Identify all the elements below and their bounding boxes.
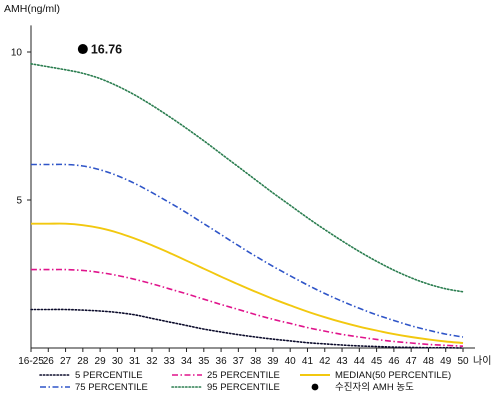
series-line-95-percentile — [30, 63, 464, 293]
legend-label: 25 PERCENTILE — [207, 370, 280, 381]
legend-label: MEDIAN(50 PERCENTILE) — [335, 370, 451, 381]
x-tick-label: 38 — [250, 356, 262, 367]
x-tick-label: 48 — [423, 356, 435, 367]
y-tick-label: 10 — [11, 48, 23, 59]
x-tick-label: 29 — [95, 356, 107, 367]
x-tick-label: 49 — [440, 356, 452, 367]
x-tick-label: 46 — [388, 356, 400, 367]
x-tick-label: 34 — [181, 356, 193, 367]
x-tick-label: 26 — [43, 356, 55, 367]
x-tick-label: 27 — [60, 356, 72, 367]
x-axis-label: 나이 — [473, 355, 491, 367]
x-tick-label: 44 — [354, 356, 366, 367]
x-tick-label: 16-25 — [18, 356, 44, 367]
x-tick-label: 41 — [302, 356, 314, 367]
y-axis-label: AMH(ng/ml) — [4, 3, 60, 15]
y-tick-label: 5 — [16, 196, 22, 207]
legend-label: 95 PERCENTILE — [207, 382, 280, 393]
x-tick-label: 31 — [129, 356, 141, 367]
x-tick-label: 30 — [112, 356, 124, 367]
legend-label: 75 PERCENTILE — [75, 382, 148, 393]
x-tick-label: 33 — [164, 356, 176, 367]
x-tick-label: 39 — [267, 356, 279, 367]
x-tick-label: 47 — [406, 356, 418, 367]
legend-marker-label: 수진자의 AMH 농도 — [335, 382, 414, 393]
x-tick-label: 50 — [457, 356, 469, 367]
series-layer — [30, 63, 464, 349]
legend-label: 5 PERCENTILE — [75, 370, 143, 381]
series-line-75-percentile — [31, 163, 464, 338]
legend: 5 PERCENTILE 25 PERCENTILE MEDIAN(50 PERCE… — [39, 370, 451, 393]
patient-amh-value-label: 16.76 — [91, 43, 122, 57]
x-tick-label: 43 — [336, 356, 348, 367]
marker-layer: 16.76 — [77, 43, 122, 57]
legend-marker-swatch — [311, 383, 319, 391]
x-tick-label: 32 — [146, 356, 158, 367]
x-tick-label: 36 — [216, 356, 228, 367]
x-tick-label: 40 — [285, 356, 297, 367]
x-tick-label: 28 — [77, 356, 89, 367]
series-line-25-percentile — [31, 268, 464, 347]
x-tick-label: 42 — [319, 356, 331, 367]
x-tick-label: 45 — [371, 356, 383, 367]
series-line-5-percentile — [30, 308, 464, 349]
series-line-median-50-percentile — [30, 222, 464, 344]
x-tick-label: 37 — [233, 356, 245, 367]
patient-amh-marker — [77, 44, 88, 55]
x-tick-label: 35 — [198, 356, 210, 367]
